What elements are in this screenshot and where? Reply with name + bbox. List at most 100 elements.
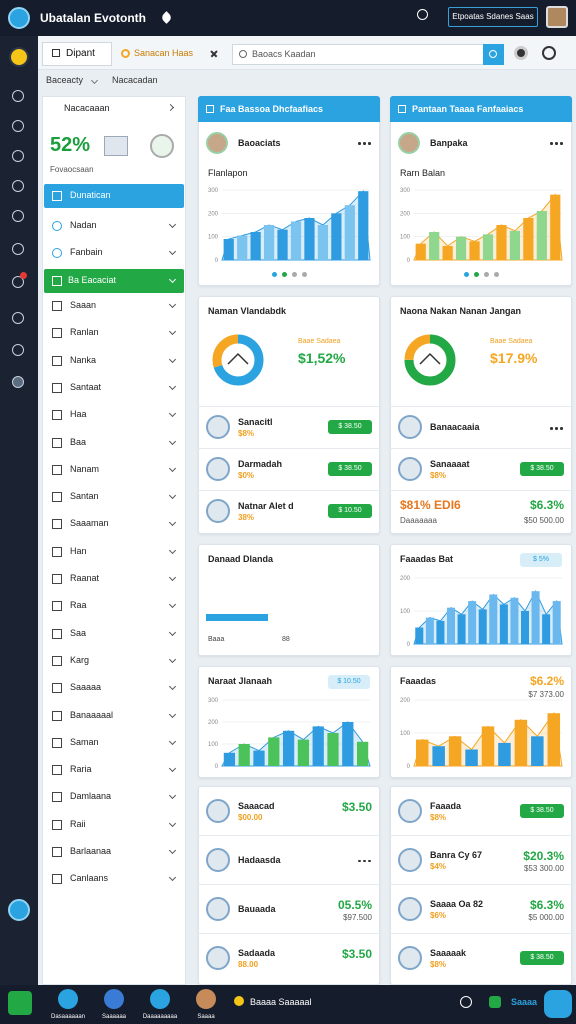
dot <box>363 859 366 862</box>
bar <box>531 736 544 766</box>
row-name: Sanacitl <box>238 417 273 427</box>
menu-item[interactable] <box>44 349 184 373</box>
menu-item[interactable] <box>44 512 184 536</box>
breadcrumb: Baceacty <box>46 75 84 85</box>
menu-item[interactable] <box>44 485 184 509</box>
card-header-title: Pantaan Taaaa Fanfaaiacs <box>412 104 524 114</box>
bar <box>432 746 445 766</box>
stat-left-sub: Daaaaaaa <box>400 516 437 525</box>
menu-item[interactable] <box>44 376 184 400</box>
card-title: Naona Nakan Nanan Jangan <box>400 306 522 316</box>
menu-section[interactable] <box>44 269 184 293</box>
bar <box>446 607 456 644</box>
row-value: $6.3% <box>529 897 564 912</box>
menu-item[interactable] <box>44 731 184 755</box>
menu-item[interactable] <box>44 704 184 728</box>
row-button[interactable]: $ 10.50 <box>328 504 372 518</box>
menu-label: Nanam <box>70 463 100 474</box>
pager-dot <box>464 272 469 277</box>
row-button[interactable]: $ 38.50 <box>520 803 564 818</box>
menu-item[interactable] <box>44 567 184 591</box>
menu-item[interactable] <box>44 785 184 809</box>
row-title: Banpaka <box>430 138 468 148</box>
menu-label: Canlaans <box>70 873 109 884</box>
taskbar-label[interactable]: Saaaa <box>197 1014 215 1020</box>
menu-item[interactable] <box>44 540 184 564</box>
menu-item[interactable] <box>44 214 184 238</box>
menu-item[interactable] <box>44 649 184 673</box>
taskbar-icon[interactable] <box>8 991 32 1015</box>
tab[interactable] <box>42 42 112 66</box>
donut-segment <box>212 334 264 386</box>
menu-item[interactable] <box>44 403 184 427</box>
menu-item[interactable] <box>44 758 184 782</box>
taskbar-label[interactable]: Daaaaaaaaa <box>142 1014 178 1020</box>
menu-item[interactable] <box>44 622 184 646</box>
bar <box>290 221 302 260</box>
row-icon <box>206 457 230 481</box>
y-tick-label: 0 <box>215 764 219 770</box>
menu-item[interactable] <box>44 676 184 700</box>
menu-item[interactable] <box>44 431 184 455</box>
row-icon <box>398 847 422 872</box>
row-icon <box>206 847 230 872</box>
menu-icon <box>52 765 62 776</box>
rail-avatar <box>8 899 30 921</box>
menu-icon <box>52 655 62 666</box>
menu-item[interactable] <box>44 458 184 482</box>
card-title: Naraat Jlanaah <box>208 676 273 686</box>
bar <box>514 719 528 766</box>
row-button[interactable]: $ 38.50 <box>328 420 372 434</box>
row-icon <box>206 415 230 439</box>
row-sub: $8% <box>430 812 447 822</box>
menu-item[interactable] <box>44 813 184 837</box>
bar <box>536 211 547 260</box>
menu-item[interactable] <box>44 840 184 864</box>
taskbar-icon <box>196 989 216 1009</box>
rail-icon <box>12 120 24 132</box>
stat-caption: Baae Sadaea <box>490 338 533 345</box>
donut-arrow <box>227 352 249 365</box>
menu-item[interactable] <box>44 867 184 891</box>
row-name: Saaacad <box>238 800 275 811</box>
menu-label: Damlaana <box>70 791 112 802</box>
pager-dot <box>494 272 499 277</box>
menu-label: Haa <box>70 409 87 420</box>
sidebar-stat: 52% <box>50 134 91 156</box>
taskbar-label[interactable]: Dasaaaaaan <box>50 1014 86 1020</box>
y-tick-label: 200 <box>400 698 411 704</box>
divider <box>390 835 572 836</box>
row-name: Saaaaak <box>430 947 467 958</box>
taskbar-button[interactable] <box>544 990 572 1018</box>
menu-item[interactable] <box>44 594 184 618</box>
row-button[interactable]: $ 38.50 <box>328 462 372 476</box>
row-button[interactable]: $ 38.50 <box>520 462 564 476</box>
chart <box>212 334 264 386</box>
chip[interactable]: $ 5% <box>520 553 562 567</box>
chart: 0 100 200 300 <box>400 188 563 264</box>
card <box>198 544 380 656</box>
row-value-sub: $97.500 <box>343 912 372 922</box>
status-icon <box>234 996 244 1006</box>
bar <box>547 713 561 766</box>
bar <box>277 229 288 260</box>
menu-item-active[interactable] <box>44 184 184 208</box>
row-title: Baoaciats <box>238 138 281 148</box>
taskbar-user[interactable]: Saaaa <box>511 997 538 1007</box>
menu-item[interactable] <box>44 241 184 265</box>
pager-dot <box>292 272 297 277</box>
row-name: Natnar Alet d <box>238 501 294 511</box>
taskbar-label[interactable]: Saaaaaa <box>101 1014 127 1020</box>
row-button[interactable]: $ 38.50 <box>520 950 564 965</box>
progress-bar <box>206 614 268 621</box>
chip[interactable]: $ 10.50 <box>328 675 370 689</box>
card <box>390 296 572 534</box>
menu-item[interactable] <box>44 294 184 318</box>
top-button[interactable]: Etpoatas Sdanes Saas <box>448 7 538 27</box>
menu-item[interactable] <box>44 321 184 345</box>
chart: 0 100 200 300 <box>208 698 371 770</box>
menu-icon <box>52 437 62 448</box>
bar <box>489 594 498 644</box>
row-icon <box>398 896 422 921</box>
tab[interactable] <box>116 42 226 66</box>
